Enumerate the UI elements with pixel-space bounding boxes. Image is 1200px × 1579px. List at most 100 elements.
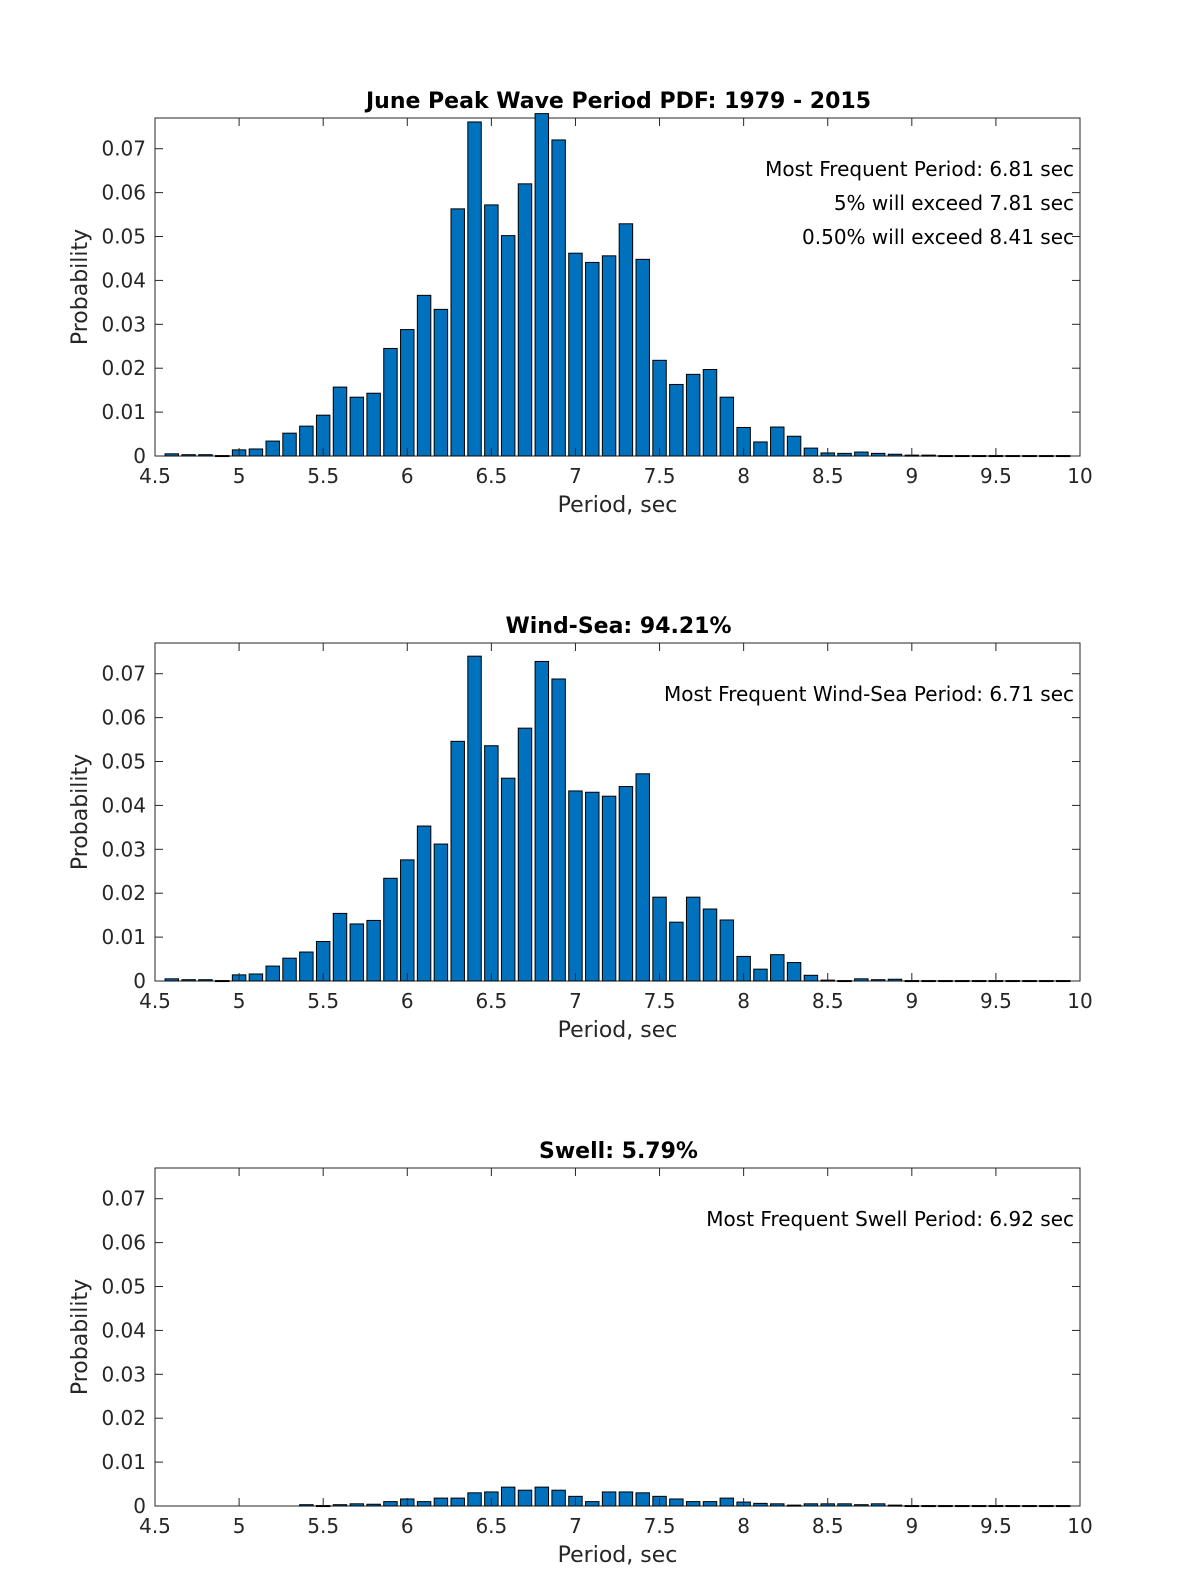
bar (702, 1501, 718, 1507)
bar (971, 1505, 987, 1508)
bar (635, 773, 650, 982)
bar (568, 252, 583, 457)
bar (383, 1501, 398, 1507)
bar (803, 1503, 819, 1507)
y-tick-label: 0.03 (101, 837, 146, 861)
bar (837, 452, 852, 457)
bar (181, 979, 196, 982)
bar (955, 1505, 970, 1508)
bar (450, 740, 465, 982)
y-tick-label: 0.07 (101, 137, 146, 161)
bar (955, 455, 970, 458)
bar (198, 979, 213, 982)
bar (366, 1503, 381, 1507)
bar (433, 843, 449, 982)
x-tick-label: 10 (1067, 989, 1092, 1013)
plot-area (154, 1167, 1081, 1507)
y-tick-label: 0.02 (101, 1406, 146, 1430)
bar (585, 1501, 600, 1507)
bar (248, 448, 264, 457)
bar (349, 923, 365, 982)
bar (702, 908, 718, 982)
bar (786, 962, 802, 982)
y-tick-label: 0.01 (101, 925, 146, 949)
bar (618, 223, 634, 457)
chart-swell: 4.5 5 5.5 6 6.5 7 7.5 8 8.5 9 9.5 10 0 0.01 0.02 0.03 0.… (68, 1139, 1093, 1568)
bar (215, 980, 230, 983)
bar (669, 1498, 684, 1507)
bar (786, 1504, 802, 1507)
y-tick-label: 0 (133, 969, 146, 993)
annotation: Most Frequent Swell Period: 6.92 sec (706, 1207, 1074, 1231)
y-tick-label: 0.06 (101, 706, 146, 730)
bar (299, 425, 314, 457)
bar (366, 919, 381, 982)
bar (332, 386, 348, 457)
bar (450, 208, 465, 457)
y-tick-label: 0.03 (101, 312, 146, 336)
chart-panel-total: 4.5 5 5.5 6 6.5 7 7.5 8 8.5 9 9.5 10 0 0.01 0.02 0.03 0.… (0, 0, 1200, 525)
bar (450, 1497, 465, 1507)
bar (366, 392, 381, 457)
bar (332, 1504, 348, 1507)
x-tick-label: 6 (401, 1514, 414, 1538)
bar (1022, 980, 1037, 983)
bar (921, 980, 936, 983)
y-tick-label: 0.04 (101, 1318, 146, 1342)
x-tick-label: 9.5 (980, 464, 1012, 488)
x-tick-label: 8 (737, 464, 750, 488)
bar (299, 951, 314, 982)
bar (685, 1501, 701, 1507)
y-tick-label: 0.05 (101, 225, 146, 249)
bar (719, 919, 735, 982)
bar (164, 453, 180, 457)
bar (265, 965, 280, 982)
bar (971, 980, 987, 983)
bar (517, 1489, 533, 1507)
bar (854, 451, 869, 457)
x-tick-label: 4.5 (139, 1514, 171, 1538)
x-tick-label: 7.5 (644, 464, 676, 488)
x-tick-label: 8 (737, 1514, 750, 1538)
bar (770, 954, 785, 982)
plot-area (154, 117, 1081, 457)
x-tick-label: 9.5 (980, 989, 1012, 1013)
bar (753, 968, 768, 982)
x-tick-label: 5.5 (307, 989, 339, 1013)
bar (1022, 1505, 1037, 1508)
chart-total-period: 4.5 5 5.5 6 6.5 7 7.5 8 8.5 9 9.5 10 0 0.01 0.02 0.03 0.… (68, 89, 1093, 518)
y-tick-label: 0.07 (101, 662, 146, 686)
x-tick-label: 5.5 (307, 1514, 339, 1538)
bar (955, 980, 970, 983)
bar (215, 455, 230, 458)
bar (635, 1492, 650, 1507)
bar (500, 777, 516, 982)
bar (551, 678, 566, 982)
y-tick-label: 0.02 (101, 881, 146, 905)
x-tick-label: 7.5 (644, 989, 676, 1013)
bar (164, 978, 180, 982)
x-tick-label: 4.5 (139, 989, 171, 1013)
bar (282, 432, 297, 457)
bar (1005, 980, 1020, 983)
bar (1039, 1505, 1054, 1508)
bar (467, 1492, 482, 1507)
bar (400, 859, 415, 982)
bar (803, 974, 819, 982)
x-axis-label: Period, sec (558, 1018, 678, 1043)
bar (383, 877, 398, 982)
bar (887, 1504, 903, 1507)
bar (1005, 1505, 1020, 1508)
y-axis-label: Probability (68, 229, 93, 345)
bar (467, 655, 482, 982)
y-tick-label: 0.04 (101, 268, 146, 292)
bar (887, 978, 903, 982)
x-tick-label: 9.5 (980, 1514, 1012, 1538)
x-tick-label: 10 (1067, 1514, 1092, 1538)
chart-panel-wind-sea: 4.5 5 5.5 6 6.5 7 7.5 8 8.5 9 9.5 10 0 0.01 0.02 0.03 0.… (0, 525, 1200, 1050)
bar (702, 369, 718, 457)
y-tick-label: 0.01 (101, 1450, 146, 1474)
y-tick-label: 0.03 (101, 1362, 146, 1386)
annotation: 0.50% will exceed 8.41 sec (802, 225, 1074, 249)
x-tick-label: 9 (905, 1514, 918, 1538)
